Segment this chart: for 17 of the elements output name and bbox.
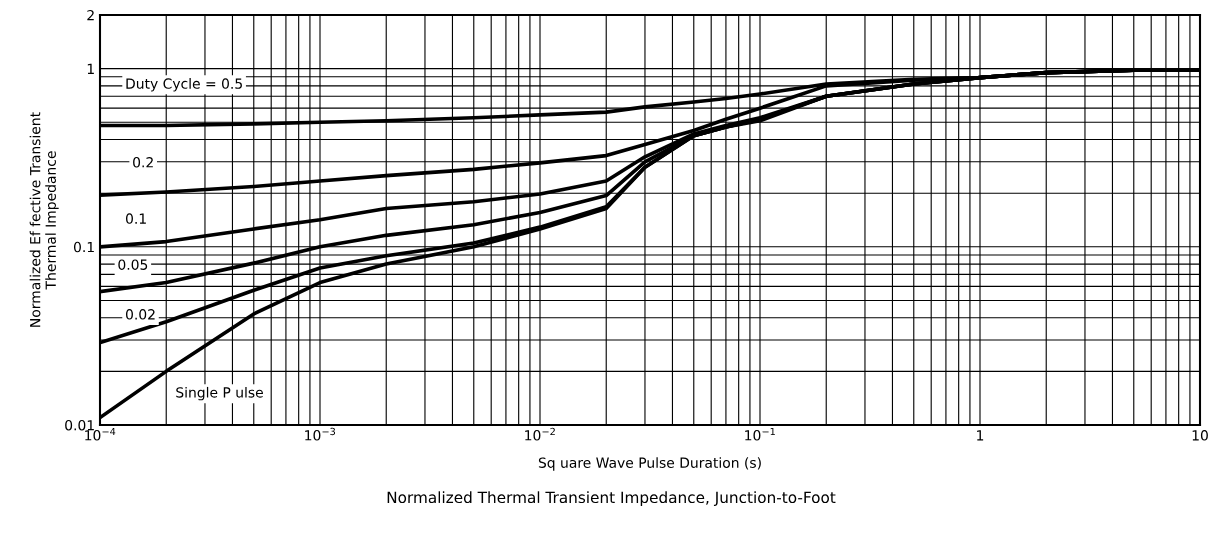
- y-tick-label: 1: [87, 63, 94, 74]
- x-tick-label: 10: [1192, 430, 1208, 441]
- series-label: 0.2: [133, 157, 153, 168]
- x-tick-label: 1: [977, 430, 984, 441]
- x-tick-label: 10$^{−1}$: [745, 427, 775, 441]
- series-label: 0.1: [125, 213, 146, 224]
- y-tick-label: 0.1: [73, 241, 94, 253]
- text: Normalized Thermal Transient Impedance, Junction-to-Foot: [387, 491, 836, 507]
- series-label: 0.05: [118, 259, 148, 270]
- y-axis-title: Normalized Ef fective Transient Thermal Impedance: [29, 112, 59, 327]
- series-label: Single P ulse: [176, 386, 263, 401]
- x-axis-title: Sq uare Wave Pulse Duration (s): [538, 457, 761, 471]
- x-tick-label: 10$^{−2}$: [525, 427, 555, 441]
- y-tick-label: 2: [87, 9, 94, 21]
- text: Duty Cycle = 0.5: [126, 78, 242, 92]
- series-label: 0.02: [125, 309, 155, 320]
- x-tick-label: 10$^{−3}$: [305, 427, 336, 441]
